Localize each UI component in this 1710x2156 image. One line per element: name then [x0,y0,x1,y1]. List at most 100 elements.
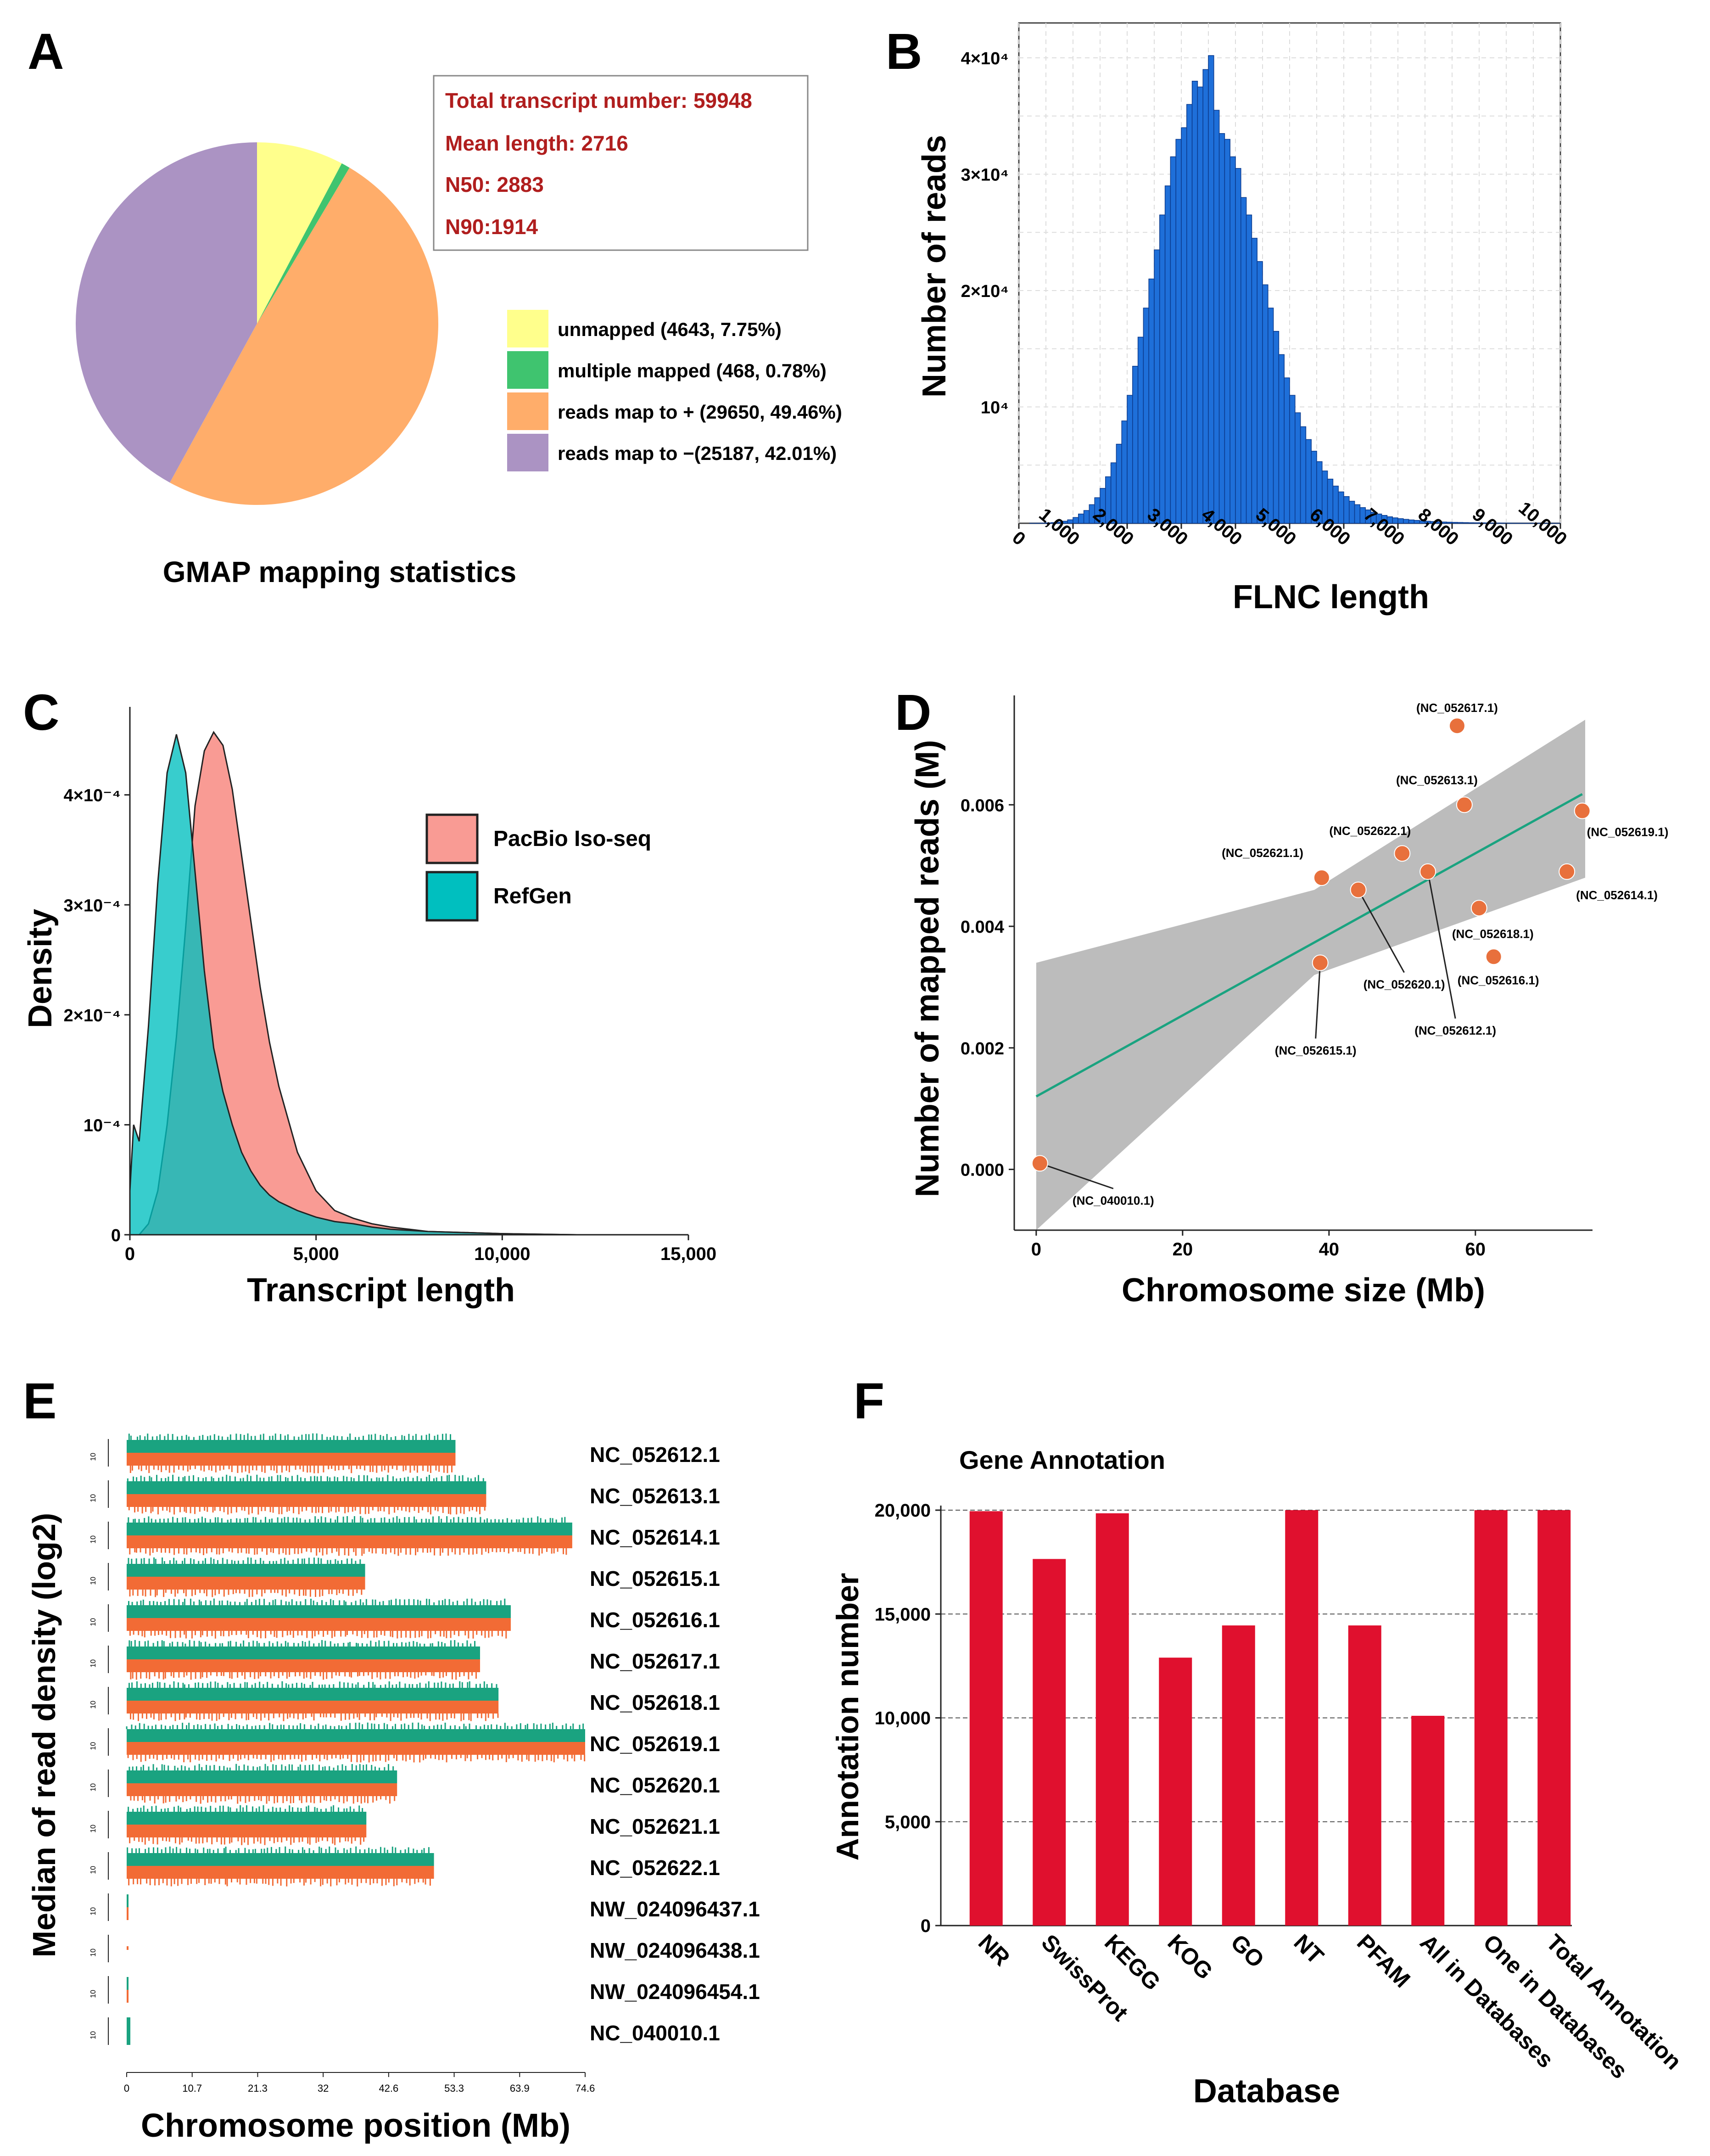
x-tick-label: 10,000 [474,1244,530,1264]
point-label: (NC_052619.1) [1587,825,1669,839]
histogram-bar [1213,110,1220,524]
histogram-bar [1078,513,1084,524]
pie-caption: GMAP mapping statistics [163,555,517,588]
panel-letter-f: F [854,1373,884,1429]
panel-letter-a: A [28,23,64,80]
y-tick-label: 0.004 [961,918,1004,937]
histogram-bar [1284,377,1290,524]
x-tick-label: 20 [1173,1239,1193,1260]
regression-line [1035,793,1583,1098]
legend-label: reads map to + (29650, 49.46%) [558,401,842,423]
x-axis-title: FLNC length [1233,579,1429,616]
histogram-bar [1175,139,1182,524]
histogram-bar [1116,443,1122,524]
y-tick-label: 0 [111,1226,121,1245]
data-point [1350,881,1367,898]
point-label: (NC_052620.1) [1364,978,1445,991]
histogram-bar [1229,156,1236,524]
track-tick-label: 10 [89,1494,97,1502]
histogram-bar [1235,168,1241,524]
y-tick-label: 15,000 [875,1604,931,1624]
track-tick-label: 10 [89,1577,97,1585]
track-lower-band [127,1742,585,1755]
histogram-bar [1354,504,1361,524]
chromosome-label: NW_024096437.1 [590,1897,760,1921]
y-tick-label: 10⁻⁴ [84,1116,121,1135]
track-tick-label: 10 [89,1535,97,1544]
track-tick-label: 10 [89,1701,97,1709]
legend-swatch [507,310,548,347]
x-tick-label: 0 [1008,527,1029,549]
panel-e-read-density-tracks: 10 NC_052612.1 10 NC_052613.1 10 NC_052614.1 1… [26,1433,760,2144]
x-tick-label: 32 [318,2083,329,2094]
y-tick-label: 0.000 [961,1161,1004,1180]
legend-label: PacBio Iso-seq [493,827,651,851]
point-label: (NC_040010.1) [1073,1193,1154,1207]
x-tick-label: 42.6 [379,2083,398,2094]
histogram-bar [1462,522,1469,524]
annotation-bar [1095,1513,1129,1926]
x-tick-label: 40 [1319,1239,1340,1260]
data-point [1456,796,1473,813]
data-point [1394,845,1411,862]
histogram-bar [1338,491,1344,524]
point-label: (NC_052613.1) [1396,773,1478,787]
annotation-bar [1033,1559,1066,1926]
legend-label: RefGen [493,884,572,908]
panel-b-histogram: 0 1,000 2,000 3,000 4,000 5,000 6,000 7,000 8,00… [916,22,1570,616]
track-lower-band [127,1866,434,1879]
legend-swatch [507,351,548,389]
histogram-bar [1191,80,1198,524]
histogram-bar [1181,127,1187,524]
data-point [1419,863,1436,880]
annotation-bar [1348,1625,1381,1926]
track-lower-band [127,1990,129,2003]
x-tick-label: 0 [124,2083,129,2094]
track-upper-band [127,1812,367,1825]
chart-title: Gene Annotation [959,1445,1165,1474]
y-tick-label: 0.006 [961,796,1004,815]
track-tick-label: 10 [89,1990,97,1998]
y-axis-title: Number of mapped reads (M) [909,740,946,1197]
x-tick-label: NR [973,1929,1015,1971]
track-upper-band [127,1729,585,1742]
histogram-bar [1127,395,1133,524]
x-axis-title: Transcript length [247,1272,515,1309]
track-upper-band [127,1523,572,1535]
track-lower-band [127,1907,129,1920]
point-label: (NC_052621.1) [1222,846,1303,860]
track-upper-band [127,1564,365,1577]
data-point [1312,954,1329,971]
legend-swatch [425,871,479,922]
point-label: (NC_052616.1) [1458,973,1539,987]
y-axis-title: Median of read density (log2) [26,1513,62,1957]
track-stub [127,2017,130,2045]
chromosome-label: NW_024096438.1 [590,1938,760,1962]
track-lower-band [127,1659,481,1672]
stat-total-transcripts: Total transcript number: 59948 [445,89,752,112]
x-tick-label: GO [1226,1929,1269,1973]
point-label: (NC_052614.1) [1576,888,1658,902]
histogram-bar [1143,308,1149,524]
y-tick-label: 0.002 [961,1039,1004,1058]
data-point [1470,900,1487,917]
x-tick-label: 0 [125,1244,135,1264]
data-point [1559,863,1576,880]
track-lower-band [127,1618,511,1631]
histogram-bar [1408,519,1415,524]
histogram-bar [1159,214,1166,524]
stat-mean-length: Mean length: 2716 [445,131,628,155]
chromosome-label: NC_052620.1 [590,1773,720,1797]
histogram-bar [1132,366,1139,524]
x-tick-label: KOG [1162,1929,1218,1984]
track-tick-label: 10 [89,1783,97,1792]
panel-c-density-plot: 0 10⁻⁴ 2×10⁻⁴ 3×10⁻⁴ 4×10⁻⁴ 0 5,000 10,000 15,00… [22,707,716,1309]
y-tick-label: 2×10⁻⁴ [64,1006,121,1025]
y-tick-label: 2×10⁴ [961,282,1009,301]
y-tick-label: 10⁴ [981,398,1009,418]
histogram-bar [1208,55,1214,524]
x-tick-label: 53.3 [444,2083,464,2094]
histogram-bar [1257,261,1263,524]
histogram-bar [1197,86,1203,524]
